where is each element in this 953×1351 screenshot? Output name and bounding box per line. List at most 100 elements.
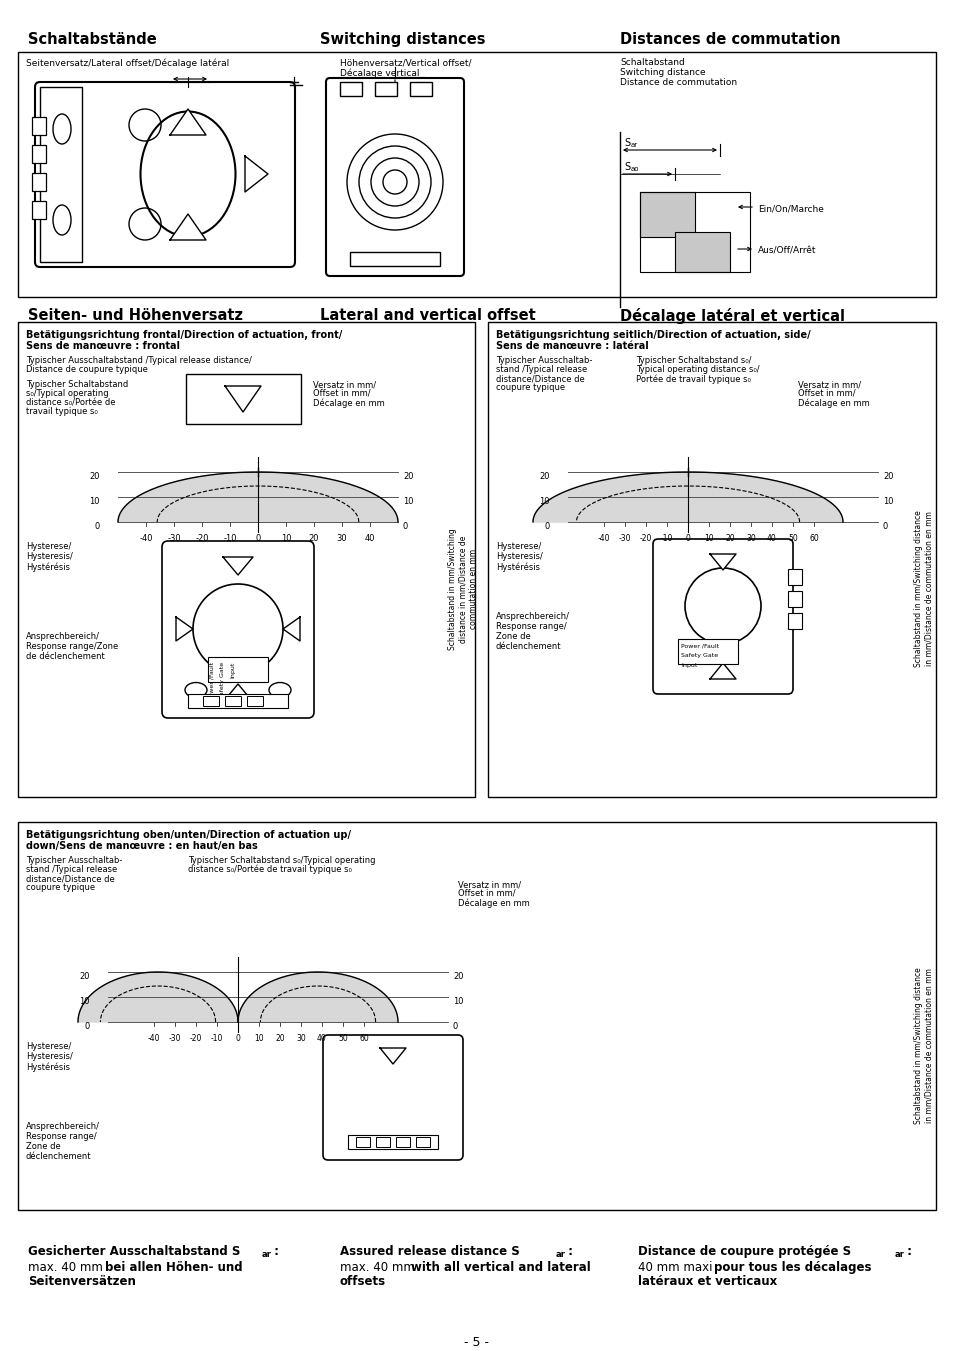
Text: 0: 0 (544, 521, 550, 531)
Text: max. 40 mm: max. 40 mm (28, 1260, 107, 1274)
Text: distance/Distance de: distance/Distance de (496, 374, 584, 382)
Text: 40 mm maxi: 40 mm maxi (638, 1260, 716, 1274)
Text: Versatz in mm/: Versatz in mm/ (457, 880, 520, 889)
Text: Hysteresis/: Hysteresis/ (26, 1052, 72, 1061)
Text: s₀/Typical operating: s₀/Typical operating (26, 389, 109, 399)
Text: 10: 10 (703, 534, 713, 543)
Text: Ansprechbereich/: Ansprechbereich/ (496, 612, 569, 621)
Text: Gesicherter Ausschaltabstand S: Gesicherter Ausschaltabstand S (28, 1246, 240, 1258)
Text: ar: ar (630, 142, 638, 149)
Text: Typischer Ausschaltab-: Typischer Ausschaltab- (496, 357, 592, 365)
Polygon shape (379, 1048, 406, 1065)
Text: 20: 20 (309, 534, 319, 543)
Bar (639, 192, 695, 236)
Bar (416, 1138, 430, 1147)
Text: 0: 0 (453, 1021, 457, 1031)
Text: 60: 60 (358, 1034, 369, 1043)
Text: pour tous les décalages: pour tous les décalages (713, 1260, 871, 1274)
Polygon shape (223, 557, 253, 576)
Text: Distance de coupure typique: Distance de coupure typique (26, 365, 148, 374)
Text: S: S (623, 162, 630, 172)
Text: -30: -30 (167, 534, 181, 543)
Text: 20: 20 (882, 471, 893, 481)
Text: Portée de travail typique s₀: Portée de travail typique s₀ (636, 374, 750, 384)
Text: stand /Typical release: stand /Typical release (26, 865, 117, 874)
Text: Versatz in mm/: Versatz in mm/ (797, 380, 861, 389)
Text: Zone de: Zone de (496, 632, 530, 640)
Text: 20: 20 (274, 1034, 285, 1043)
Text: Sens de manœuvre : frontal: Sens de manœuvre : frontal (26, 340, 180, 351)
Text: Distances de commutation: Distances de commutation (619, 32, 840, 47)
Polygon shape (533, 471, 842, 521)
Text: -40: -40 (139, 534, 152, 543)
Bar (188, 694, 288, 708)
Text: Safety Gate: Safety Gate (680, 653, 718, 658)
Text: -20: -20 (195, 534, 209, 543)
Text: 10: 10 (882, 497, 893, 507)
Text: Décalage latéral et vertical: Décalage latéral et vertical (619, 308, 844, 324)
Text: Typischer Schaltabstand: Typischer Schaltabstand (26, 380, 128, 389)
Text: Power /Fault: Power /Fault (210, 662, 214, 700)
Text: Assured release distance S: Assured release distance S (339, 1246, 519, 1258)
FancyBboxPatch shape (652, 539, 792, 694)
Text: Zone de: Zone de (26, 1142, 61, 1151)
Text: 10: 10 (280, 534, 291, 543)
Bar (675, 232, 729, 272)
Text: Input: Input (680, 663, 697, 667)
Text: Response range/: Response range/ (26, 1132, 96, 1142)
Text: - 5 -: - 5 - (464, 1336, 489, 1350)
Text: Schaltabstand in mm/Switching distance
in mm/Distance de commutation en mm: Schaltabstand in mm/Switching distance i… (913, 967, 933, 1124)
Text: -40: -40 (598, 534, 610, 543)
Text: 0: 0 (402, 521, 408, 531)
Text: 0: 0 (882, 521, 887, 531)
Text: Décalage en mm: Décalage en mm (313, 399, 384, 408)
Bar (32, 145, 46, 163)
Text: 50: 50 (787, 534, 797, 543)
Text: :: : (902, 1246, 911, 1258)
Text: offsets: offsets (339, 1275, 386, 1288)
Text: Schaltabstand: Schaltabstand (619, 58, 684, 68)
Text: -20: -20 (190, 1034, 202, 1043)
Text: Power /Fault: Power /Fault (680, 643, 719, 648)
Text: -20: -20 (639, 534, 652, 543)
Text: Schaltabstand in mm/Switching
distance in mm/Distance de
commutation en mm: Schaltabstand in mm/Switching distance i… (448, 528, 477, 650)
Text: Typischer Schaltabstand s₀/Typical operating: Typischer Schaltabstand s₀/Typical opera… (188, 857, 375, 865)
Bar (787, 590, 801, 607)
Bar (203, 696, 219, 707)
Text: :: : (563, 1246, 573, 1258)
Bar (787, 613, 801, 630)
Text: distance/Distance de: distance/Distance de (26, 874, 114, 884)
Text: Décalage vertical: Décalage vertical (339, 68, 419, 77)
Text: Seiten- und Höhenversatz: Seiten- und Höhenversatz (28, 308, 243, 323)
Text: Betätigungsrichtung seitlich/Direction of actuation, side/: Betätigungsrichtung seitlich/Direction o… (496, 330, 810, 340)
Text: Seitenversätzen: Seitenversätzen (28, 1275, 135, 1288)
Text: Höhenversatz/Vertical offset/: Höhenversatz/Vertical offset/ (339, 58, 471, 68)
Text: 0: 0 (685, 534, 690, 543)
Text: with all vertical and lateral: with all vertical and lateral (411, 1260, 590, 1274)
Text: ar: ar (556, 1250, 565, 1259)
Bar (488, 322, 935, 797)
Text: Décalage en mm: Décalage en mm (797, 399, 869, 408)
Text: travail typique s₀: travail typique s₀ (26, 407, 97, 416)
Text: Response range/: Response range/ (496, 621, 566, 631)
Text: Aus/Off/Arrêt: Aus/Off/Arrêt (758, 246, 816, 255)
Polygon shape (245, 155, 268, 192)
Text: -10: -10 (211, 1034, 223, 1043)
Text: Switching distance: Switching distance (619, 68, 705, 77)
Text: Safety Gate: Safety Gate (220, 662, 225, 698)
Text: ar: ar (262, 1250, 272, 1259)
Bar (355, 1138, 370, 1147)
Text: -10: -10 (660, 534, 673, 543)
Text: distance s₀/Portée de: distance s₀/Portée de (26, 399, 115, 407)
Text: Sens de manœuvre : latéral: Sens de manœuvre : latéral (496, 340, 648, 351)
Bar (247, 696, 263, 707)
Text: Hysteresis/: Hysteresis/ (496, 553, 542, 561)
Bar (350, 253, 439, 266)
Bar (339, 82, 361, 96)
Text: Betätigungsrichtung frontal/Direction of actuation, front/: Betätigungsrichtung frontal/Direction of… (26, 330, 342, 340)
Text: 20: 20 (724, 534, 734, 543)
Text: déclenchement: déclenchement (26, 1152, 91, 1161)
Bar (32, 173, 46, 190)
Text: Décalage en mm: Décalage en mm (457, 898, 529, 908)
Text: S: S (623, 138, 630, 149)
